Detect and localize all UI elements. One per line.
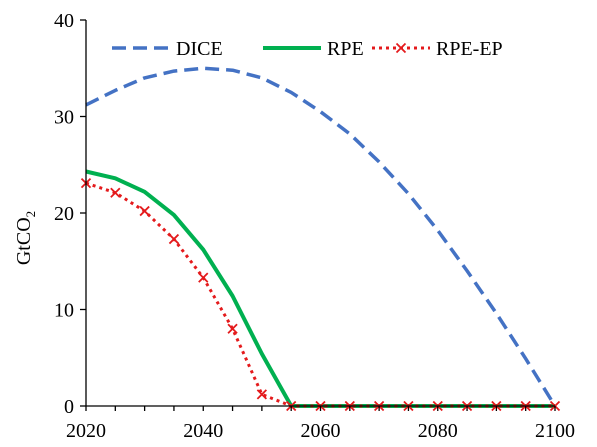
legend-item-rpe-ep: RPE-EP: [372, 38, 503, 60]
legend-label: DICE: [176, 38, 223, 60]
series-rpe: [85, 169, 555, 408]
data-point-marker: [198, 272, 209, 283]
series-line: [85, 181, 555, 408]
y-tick-label: 40: [54, 10, 74, 32]
legend-label: RPE: [327, 38, 364, 60]
series-rpe-ep: [80, 177, 561, 412]
legend-item-rpe: RPE: [263, 38, 364, 60]
x-tick-label: 2080: [418, 420, 458, 442]
axes: [80, 19, 556, 411]
y-tick-label: 20: [54, 203, 74, 225]
y-tick-label: 0: [64, 396, 74, 418]
data-point-marker: [227, 323, 238, 334]
x-tick-label: 2060: [301, 420, 341, 442]
series-line: [85, 169, 555, 408]
legend-item-dice: DICE: [112, 38, 223, 60]
y-axis-title-subscript: 2: [23, 211, 38, 218]
data-point-marker: [256, 389, 268, 400]
y-axis-title-main: GtCO: [13, 217, 35, 265]
y-tick-label: 10: [54, 300, 74, 322]
legend-marker: [395, 42, 407, 54]
data-point-marker: [139, 205, 150, 217]
series-line: [85, 66, 557, 407]
legend-label: RPE-EP: [436, 38, 503, 60]
x-tick-label: 2020: [66, 420, 106, 442]
plot-area: [80, 66, 561, 412]
data-point-marker: [110, 187, 121, 198]
legend: DICE RPE RPE-EP: [112, 38, 503, 60]
y-axis-title: GtCO2: [13, 211, 38, 265]
data-point-marker: [168, 233, 180, 245]
series-dice: [85, 66, 557, 407]
x-tick-label: 2100: [535, 420, 575, 442]
y-tick-label: 30: [54, 107, 74, 129]
x-tick-label: 2040: [183, 420, 223, 442]
tick-labels: 0 10 20 30 40 2020 2040 2060 2080 2100: [54, 10, 575, 442]
